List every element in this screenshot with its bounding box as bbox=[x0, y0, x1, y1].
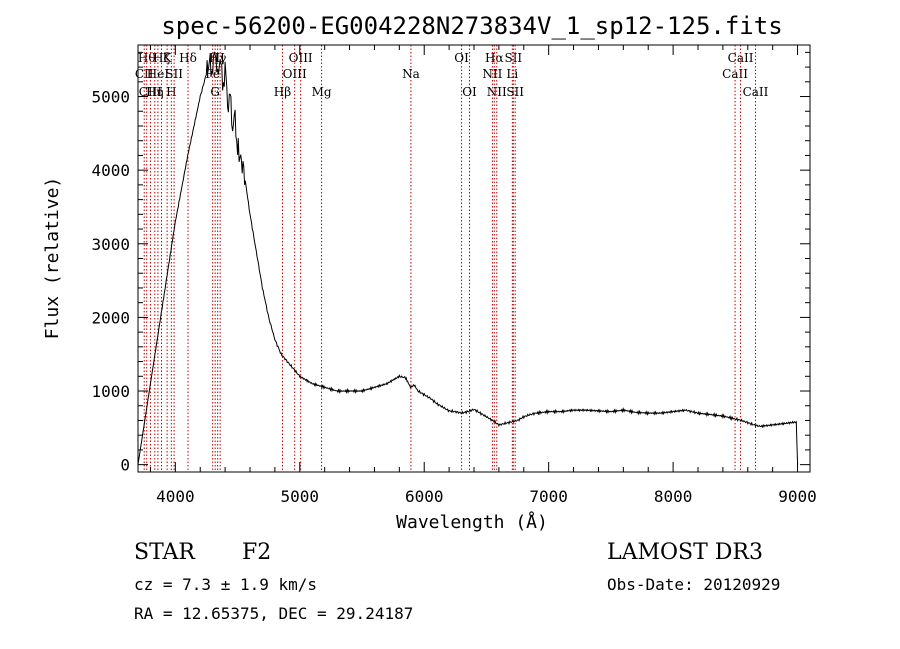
series-layer bbox=[137, 51, 799, 465]
spectral-line-label: Hθ bbox=[138, 51, 156, 65]
y-tick-label: 4000 bbox=[91, 161, 130, 180]
spectral-line-label: OIII bbox=[283, 67, 307, 81]
object-class: STAR bbox=[134, 540, 195, 565]
y-axis: 0 1000 2000 3000 4000 5000 bbox=[91, 51, 810, 475]
spectral-line-label: OIII bbox=[289, 51, 313, 65]
object-subclass: F2 bbox=[242, 540, 272, 565]
spectral-line-label: NII bbox=[487, 85, 507, 99]
spectral-line-label: SII bbox=[506, 85, 524, 99]
spectral-line-label: CIII bbox=[139, 85, 163, 99]
spectral-line-label: NII bbox=[482, 67, 502, 81]
x-tick-label: 8000 bbox=[654, 487, 693, 506]
chart-title: spec-56200-EG004228N273834V_1_sp12-125.f… bbox=[161, 12, 782, 40]
x-tick-label: 5000 bbox=[281, 487, 320, 506]
spectral-line-label: Hδ bbox=[179, 51, 197, 65]
spectral-line-label: HeI bbox=[147, 67, 170, 81]
spectral-line-label: SII bbox=[504, 51, 522, 65]
x-axis-label: Wavelength (Å) bbox=[396, 511, 548, 533]
spectral-line-label: Hβ bbox=[274, 85, 291, 99]
spectral-line-label: Hα bbox=[485, 51, 504, 65]
spectral-line-label: SII bbox=[165, 67, 183, 81]
y-axis-label: Flux (relative) bbox=[42, 177, 63, 340]
spectral-line-label: OI bbox=[454, 51, 469, 65]
y-tick-label: 3000 bbox=[91, 235, 130, 254]
spectral-line-label: Mg bbox=[312, 85, 332, 99]
spectral-line-label: II bbox=[215, 51, 225, 65]
spectral-line-label: CaII bbox=[722, 67, 748, 81]
spectral-line-label: OI bbox=[462, 85, 477, 99]
survey-name: LAMOST DR3 bbox=[607, 540, 763, 565]
spectral-lines-layer: CIIHθCIIIHηHeIHζKHSIIHδFeGHγIIHβOIIIOIII… bbox=[135, 45, 769, 472]
spectral-line-label: Hζ bbox=[153, 51, 170, 65]
spectral-line-label: CaII bbox=[728, 51, 754, 65]
spectral-line-label: Hη bbox=[146, 85, 164, 99]
observation-date: Obs-Date: 20120929 bbox=[607, 575, 781, 594]
y-tick-label: 0 bbox=[120, 456, 130, 475]
x-tick-label: 7000 bbox=[529, 487, 568, 506]
plot-frame bbox=[137, 44, 811, 473]
spectral-line-label: G bbox=[210, 85, 220, 99]
x-tick-label: 9000 bbox=[778, 487, 817, 506]
spectral-line-label: CaII bbox=[743, 85, 769, 99]
x-axis: 4000 5000 6000 7000 8000 9000 bbox=[149, 45, 817, 506]
spectral-line-label: Li bbox=[506, 67, 518, 81]
spectrum-line bbox=[137, 51, 799, 465]
redshift-readout: cz = 7.3 ± 1.9 km/s bbox=[134, 575, 318, 594]
spectral-line-label: Na bbox=[402, 67, 420, 81]
x-tick-label: 4000 bbox=[156, 487, 195, 506]
spectral-line-label: K bbox=[163, 51, 173, 65]
spectral-line-label: H bbox=[166, 85, 176, 99]
spectral-line-label: CII bbox=[135, 67, 154, 81]
x-tick-label: 6000 bbox=[405, 487, 444, 506]
y-tick-label: 5000 bbox=[91, 88, 130, 107]
y-tick-label: 1000 bbox=[91, 382, 130, 401]
coordinates-readout: RA = 12.65375, DEC = 29.24187 bbox=[134, 604, 414, 623]
y-tick-label: 2000 bbox=[91, 308, 130, 327]
